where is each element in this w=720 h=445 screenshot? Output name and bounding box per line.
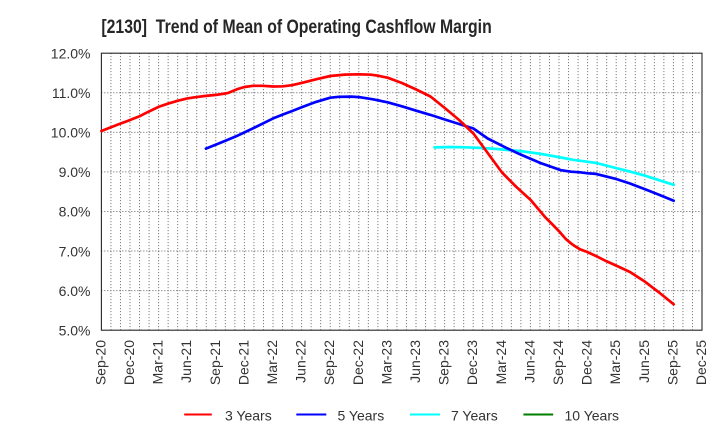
svg-text:Sep-21: Sep-21 [207, 340, 223, 385]
svg-text:5.0%: 5.0% [59, 322, 91, 338]
svg-text:Mar-25: Mar-25 [607, 340, 623, 385]
svg-text:10 Years: 10 Years [565, 408, 620, 424]
svg-text:Dec-25: Dec-25 [693, 340, 709, 385]
svg-text:12.0%: 12.0% [51, 45, 91, 61]
svg-text:Mar-21: Mar-21 [150, 340, 166, 385]
svg-text:5 Years: 5 Years [338, 408, 385, 424]
svg-text:Sep-24: Sep-24 [550, 340, 566, 385]
svg-text:Mar-22: Mar-22 [264, 340, 280, 385]
svg-text:Jun-21: Jun-21 [178, 340, 194, 383]
svg-text:Sep-20: Sep-20 [92, 340, 108, 385]
svg-text:11.0%: 11.0% [52, 85, 91, 101]
svg-text:Jun-22: Jun-22 [293, 340, 309, 383]
svg-text:7.0%: 7.0% [59, 243, 91, 259]
svg-text:Dec-21: Dec-21 [235, 340, 251, 385]
svg-text:7 Years: 7 Years [451, 408, 498, 424]
svg-text:Jun-23: Jun-23 [407, 340, 423, 383]
svg-text:Jun-25: Jun-25 [636, 340, 652, 383]
svg-text:Dec-23: Dec-23 [464, 340, 480, 385]
svg-text:3 Years: 3 Years [225, 408, 272, 424]
svg-text:8.0%: 8.0% [59, 204, 91, 220]
svg-text:10.0%: 10.0% [51, 125, 91, 141]
svg-text:Sep-25: Sep-25 [664, 340, 680, 385]
svg-text:6.0%: 6.0% [59, 283, 91, 299]
svg-text:Mar-24: Mar-24 [493, 340, 509, 385]
svg-text:Sep-23: Sep-23 [436, 340, 452, 385]
svg-text:9.0%: 9.0% [59, 164, 91, 180]
svg-text:Sep-22: Sep-22 [321, 340, 337, 385]
svg-text:Mar-23: Mar-23 [378, 340, 394, 385]
svg-text:Dec-24: Dec-24 [579, 340, 595, 385]
svg-text:Dec-20: Dec-20 [121, 340, 137, 385]
svg-text:Jun-24: Jun-24 [521, 340, 537, 383]
svg-text:[2130] Trend of Mean of Opera: [2130] Trend of Mean of Operating Cashfl… [101, 15, 491, 37]
svg-text:Dec-22: Dec-22 [350, 340, 366, 385]
